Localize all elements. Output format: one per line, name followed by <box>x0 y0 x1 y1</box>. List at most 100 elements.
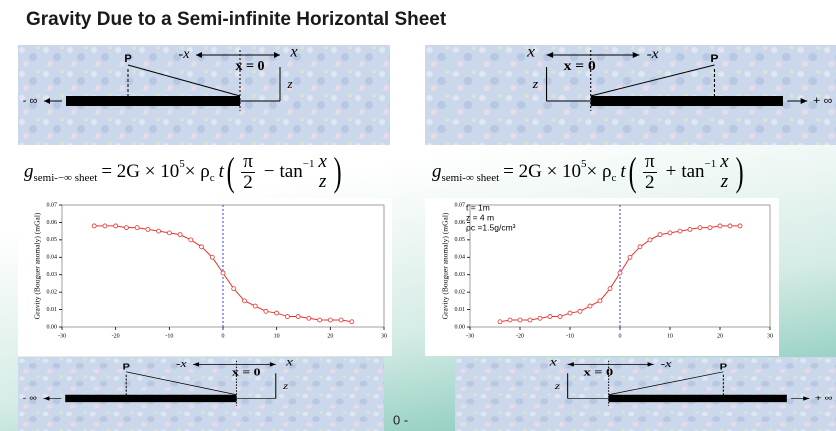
formula-symbol: x <box>720 151 729 172</box>
diagram: P -x x x = 0 z - ∞ <box>18 356 384 431</box>
diagram-background <box>18 45 390 145</box>
formula-text: × ρ <box>184 161 210 182</box>
data-point <box>567 310 573 316</box>
x-tick-label: -20 <box>112 333 120 339</box>
x-tick-label: 0 <box>222 333 225 339</box>
formula-text: π <box>643 150 657 173</box>
annotation: ρc =1.5g/cm³ <box>466 222 516 232</box>
data-point <box>607 286 613 292</box>
diagram-label: P <box>124 53 131 65</box>
data-point <box>517 317 523 323</box>
diagram: P -x x x = 0 z + ∞ <box>425 42 836 145</box>
x-tick-label: 30 <box>767 333 773 339</box>
data-point <box>124 225 129 231</box>
y-tick-label: 0.05 <box>47 237 58 243</box>
data-point <box>209 254 215 260</box>
data-point <box>102 223 108 229</box>
data-point <box>597 298 603 304</box>
y-tick-label: 0.02 <box>47 290 58 296</box>
diagram-label: z <box>286 76 292 91</box>
data-point <box>306 315 312 321</box>
paren: ( <box>628 149 637 194</box>
formula-subscript: c <box>209 172 215 184</box>
data-point <box>145 226 151 232</box>
data-point <box>166 230 172 236</box>
footer: 0 - <box>393 412 408 427</box>
y-tick-label: 0.00 <box>455 324 466 330</box>
x-tick-label: 10 <box>667 333 673 339</box>
arrow-head <box>193 362 200 367</box>
diagram: P -x x x = 0 z - ∞ <box>18 44 390 145</box>
formula-exponent: −1 <box>704 158 717 170</box>
data-point <box>617 270 623 276</box>
y-tick-label: 0.07 <box>47 202 58 208</box>
data-point <box>349 319 355 325</box>
data-point <box>295 314 301 319</box>
arrow-head <box>803 396 810 401</box>
diagram-label: z <box>554 381 561 392</box>
data-point <box>177 232 183 238</box>
formula-symbol: g <box>432 161 442 182</box>
formula-text: 2 <box>645 171 655 193</box>
data-point <box>242 298 247 304</box>
formula: g semi-∞ sheet = 2G × 10 5 × ρ c t(π 2 + tan −1 x z) <box>432 150 746 194</box>
formula-text: π <box>241 150 255 173</box>
data-point <box>537 315 543 321</box>
data-point <box>717 223 723 229</box>
y-tick-label: 0.07 <box>455 202 466 208</box>
diagram-label: z <box>282 381 289 391</box>
arrow-head <box>632 52 640 58</box>
data-point <box>231 286 237 292</box>
data-point <box>557 314 563 319</box>
arrow-head <box>44 98 50 104</box>
diagram-label: x = 0 <box>236 59 265 74</box>
data-point <box>274 310 280 316</box>
y-tick-label: 0.01 <box>47 307 58 313</box>
arrow-head <box>567 362 574 367</box>
y-tick-label: 0.00 <box>47 324 58 330</box>
diagram-label: -x <box>647 47 659 62</box>
formula-symbol: x <box>318 151 327 172</box>
diagram-label: x <box>285 356 294 369</box>
diagram-line <box>608 371 724 396</box>
diagram-line <box>126 371 237 396</box>
y-tick-label: 0.03 <box>47 272 58 278</box>
data-point <box>677 228 683 234</box>
data-point <box>317 317 323 323</box>
data-point <box>188 237 194 243</box>
y-tick-label: 0.04 <box>455 255 466 261</box>
formula-exponent: −1 <box>302 158 315 170</box>
diagram-background <box>18 357 384 431</box>
data-point <box>627 254 633 260</box>
data-point <box>220 270 226 276</box>
data-point <box>156 228 162 234</box>
data-point <box>338 317 344 323</box>
y-tick-label: 0.01 <box>455 307 466 313</box>
data-point <box>263 308 269 314</box>
data-point <box>199 244 204 250</box>
data-point <box>657 232 663 238</box>
formula-text: = 2G × 10 <box>101 161 180 182</box>
formula-subscript: semi-∞ sheet <box>441 172 500 184</box>
formula-symbol: z <box>318 171 327 192</box>
y-axis-label: Gravity (Bouguer anomaly) (mGal) <box>441 212 450 319</box>
y-tick-label: 0.06 <box>455 220 466 226</box>
diagram-label: - ∞ <box>23 95 38 107</box>
formula-text: tan <box>279 161 303 182</box>
diagram-label: -x <box>179 47 191 62</box>
diagram-line <box>590 64 715 97</box>
data-point <box>527 317 533 323</box>
diagram-label: - ∞ <box>23 394 38 403</box>
data-point <box>707 225 713 231</box>
formula-text: tan <box>681 161 705 182</box>
diagram-label: -x <box>660 358 672 370</box>
annotation: z = 4 m <box>466 212 494 222</box>
formula: g semi-−∞ sheet = 2G × 10 5 × ρ c t(π 2− tan −1 x z… <box>24 150 344 194</box>
chart-panel <box>18 198 392 356</box>
slide-title: Gravity Due to a Semi-infinite Horizonta… <box>26 9 447 30</box>
